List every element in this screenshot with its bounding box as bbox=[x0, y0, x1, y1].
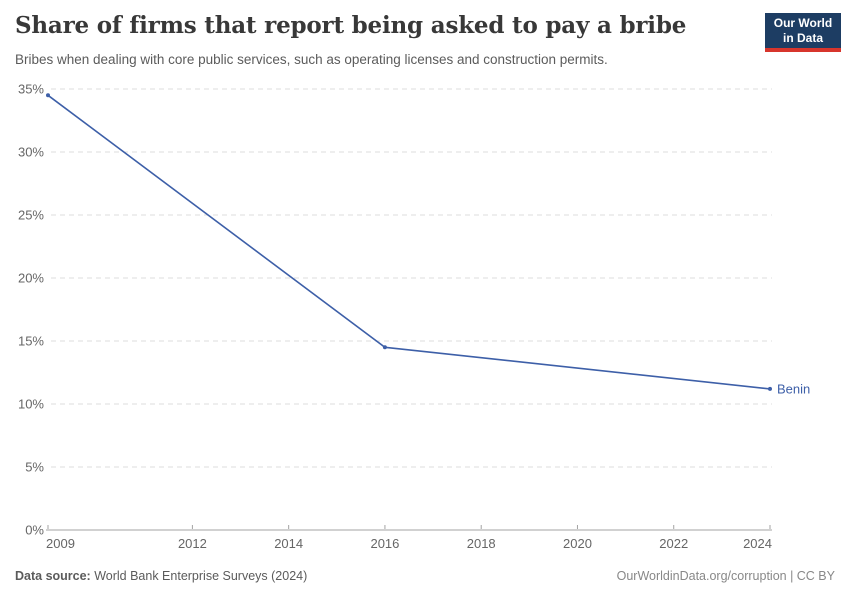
series-end-label[interactable]: Benin bbox=[777, 381, 810, 396]
y-tick-label: 0% bbox=[25, 523, 44, 538]
chart-subtitle: Bribes when dealing with core public ser… bbox=[15, 52, 608, 67]
x-tick-label: 2022 bbox=[659, 536, 688, 551]
x-tick-label: 2014 bbox=[274, 536, 303, 551]
data-source-text: World Bank Enterprise Surveys (2024) bbox=[90, 569, 308, 583]
owid-logo-line2: in Data bbox=[782, 30, 823, 45]
y-tick-label: 25% bbox=[18, 208, 44, 223]
data-source: Data source: World Bank Enterprise Surve… bbox=[15, 569, 307, 583]
data-point[interactable] bbox=[46, 93, 50, 98]
data-point[interactable] bbox=[768, 386, 772, 391]
x-axis: 2009 2012 2014 2016 2018 2020 2022 2024 bbox=[46, 525, 772, 551]
y-axis-labels: 0% 5% 10% 15% 20% 25% 30% 35% bbox=[18, 82, 44, 538]
chart-title: Share of firms that report being asked t… bbox=[15, 12, 687, 39]
y-tick-label: 5% bbox=[25, 460, 44, 475]
x-tick-label: 2009 bbox=[46, 536, 75, 551]
series-benin[interactable]: Benin bbox=[46, 93, 810, 396]
license-link[interactable]: OurWorldinData.org/corruption | CC BY bbox=[616, 569, 835, 583]
y-tick-label: 15% bbox=[18, 334, 44, 349]
y-tick-label: 35% bbox=[18, 82, 44, 97]
x-tick-label: 2018 bbox=[467, 536, 496, 551]
x-tick-label: 2012 bbox=[178, 536, 207, 551]
y-tick-label: 30% bbox=[18, 145, 44, 160]
y-gridlines bbox=[46, 88, 772, 531]
x-tick-label: 2016 bbox=[370, 536, 399, 551]
y-tick-label: 10% bbox=[18, 397, 44, 412]
series-line[interactable] bbox=[47, 94, 771, 390]
y-tick-label: 20% bbox=[18, 271, 44, 286]
data-source-label: Data source: bbox=[15, 569, 91, 583]
x-tick-label: 2024 bbox=[743, 536, 772, 551]
data-point[interactable] bbox=[382, 345, 387, 350]
owid-logo[interactable]: Our World in Data bbox=[765, 13, 841, 52]
x-tick-label: 2020 bbox=[563, 536, 592, 551]
owid-logo-line1: Our World bbox=[773, 16, 833, 31]
